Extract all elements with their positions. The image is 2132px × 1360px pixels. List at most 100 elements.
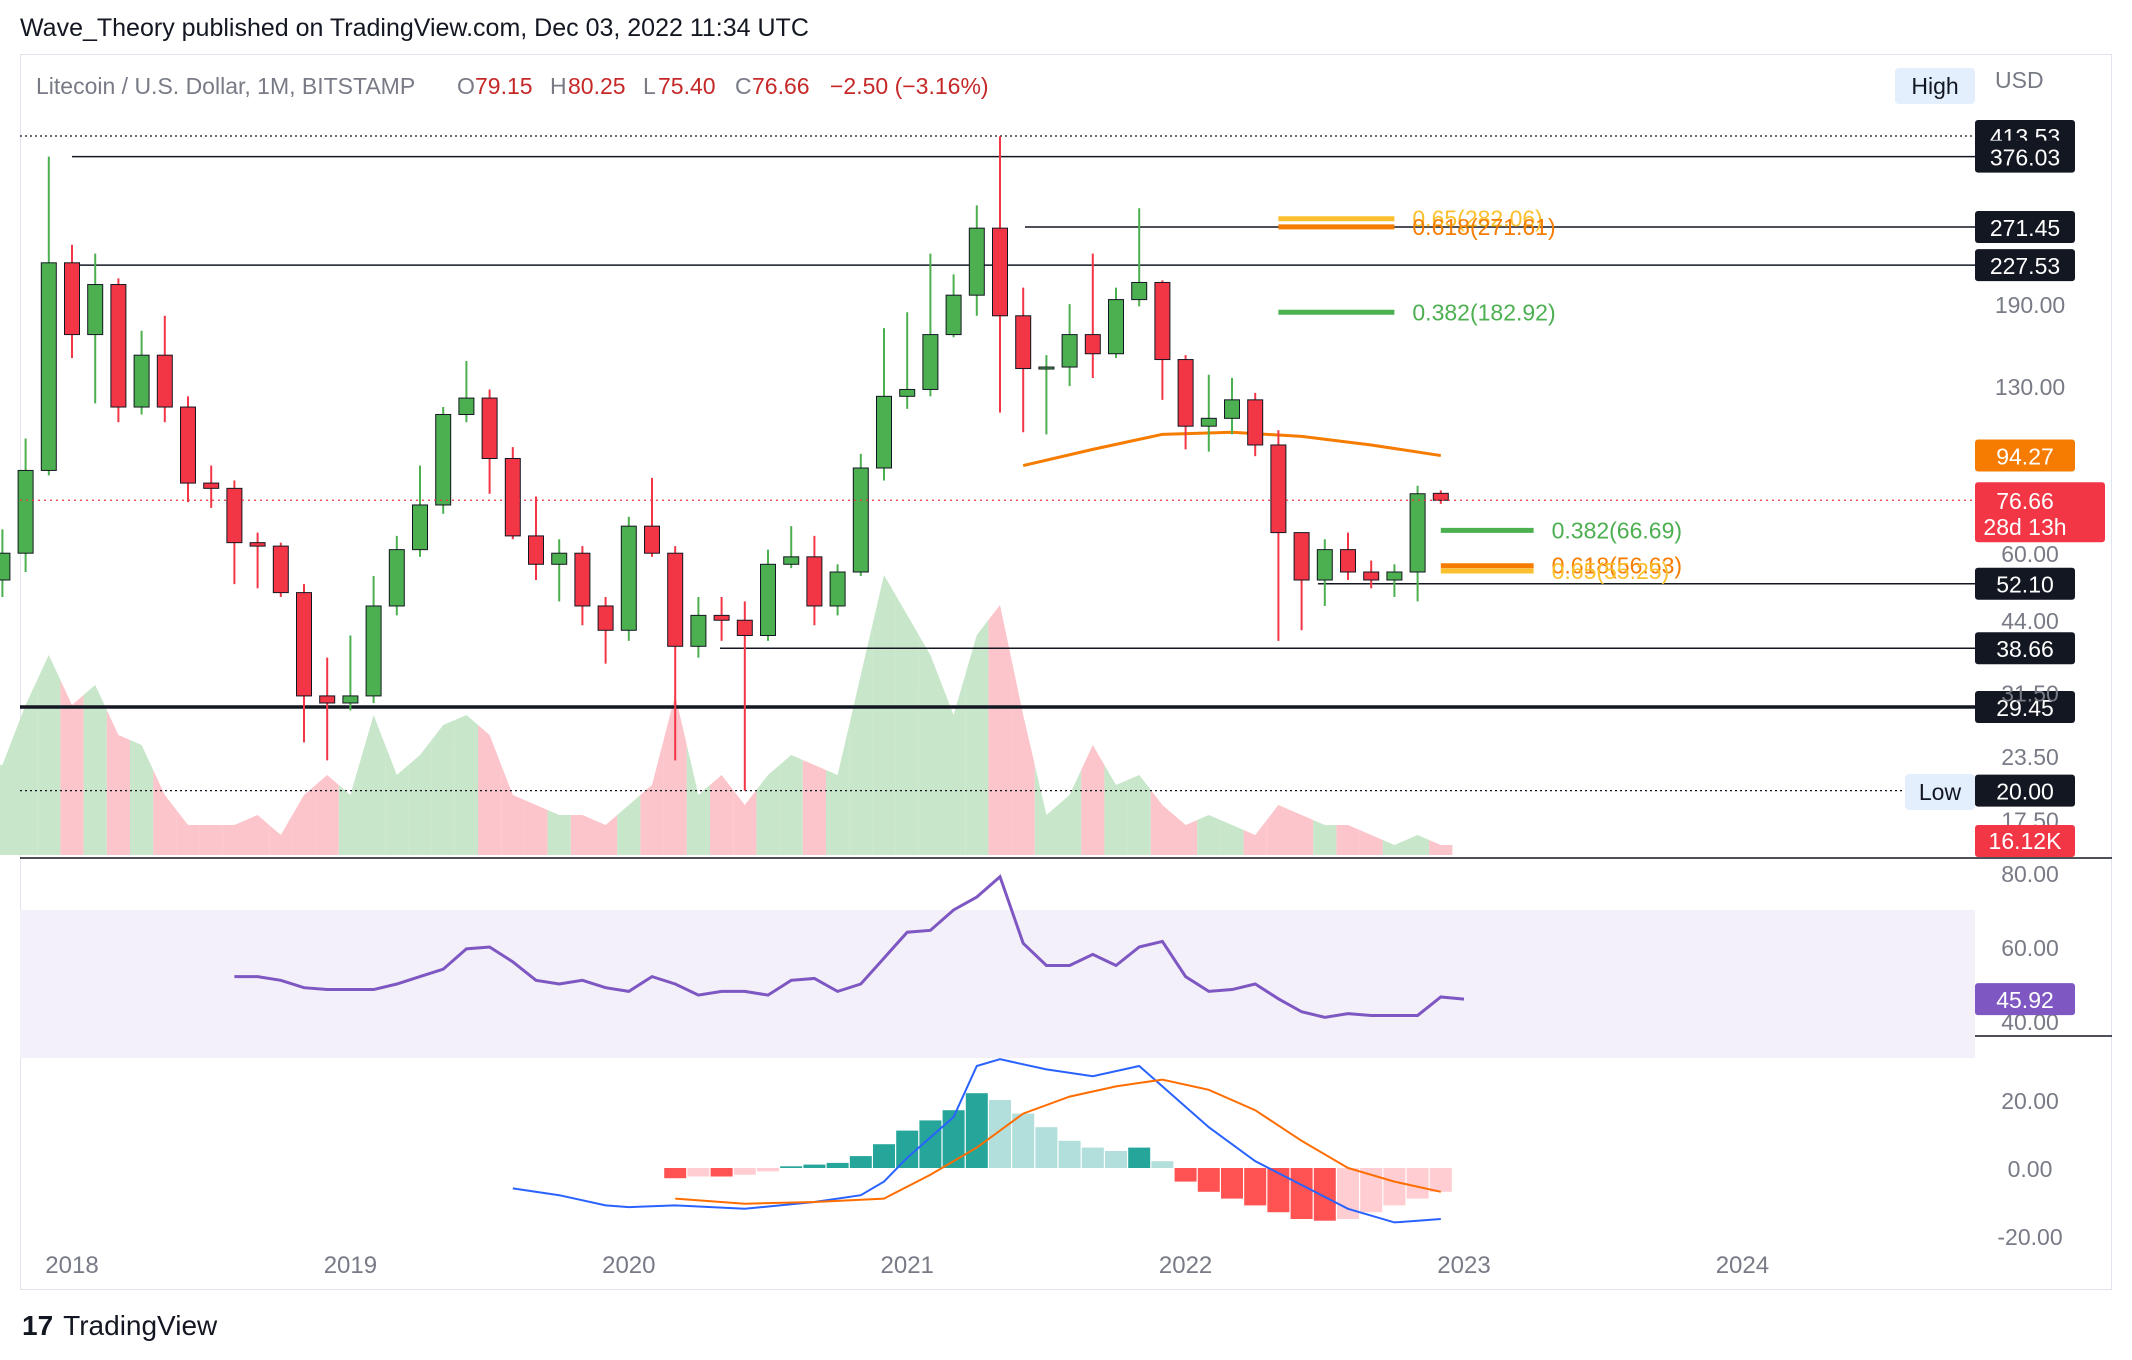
price-tag-text: 227.53: [1990, 253, 2060, 279]
candle[interactable]: [1200, 374, 1217, 452]
candle[interactable]: [1363, 560, 1380, 589]
candle[interactable]: [435, 407, 452, 514]
candle[interactable]: [296, 584, 312, 743]
candle[interactable]: [319, 657, 336, 761]
candle[interactable]: [1224, 377, 1240, 435]
volume-segment: [385, 745, 409, 855]
volume-segment: [222, 820, 246, 855]
volume-segment: [106, 710, 130, 855]
volume-segment: [431, 720, 455, 855]
candle[interactable]: [249, 532, 266, 589]
candle[interactable]: [40, 156, 57, 476]
candle-body: [1084, 334, 1101, 355]
chart-canvas[interactable]: 0.65(282.06)0.618(271.61) 0.382(182.92) 0.…: [0, 0, 2132, 1300]
macd-histogram-bar: [1429, 1168, 1452, 1192]
candle[interactable]: [0, 529, 11, 597]
candle[interactable]: [968, 205, 985, 316]
candle[interactable]: [597, 596, 614, 664]
volume-segment: [686, 745, 710, 855]
candle[interactable]: [876, 328, 892, 481]
candle[interactable]: [667, 546, 684, 761]
candle-body: [852, 467, 869, 573]
macd-histogram-bar: [896, 1130, 919, 1168]
candle[interactable]: [1108, 287, 1124, 359]
candle-body: [342, 695, 359, 704]
candle[interactable]: [690, 596, 707, 658]
candle[interactable]: [365, 575, 382, 704]
price-axis-tick: 44.00: [2001, 608, 2059, 634]
volume-segment: [315, 775, 339, 855]
legend-l-value: 75.40: [658, 73, 716, 99]
candle[interactable]: [783, 526, 800, 569]
rsi-tag-text: 45.92: [1996, 987, 2054, 1013]
candle[interactable]: [1247, 392, 1264, 457]
candle[interactable]: [203, 465, 220, 508]
candle[interactable]: [133, 330, 150, 415]
candle[interactable]: [1131, 208, 1148, 307]
currency-label[interactable]: USD: [1995, 67, 2044, 93]
candle[interactable]: [1432, 490, 1449, 504]
candle[interactable]: [1154, 280, 1171, 400]
candle[interactable]: [644, 477, 660, 557]
macd-histogram-bar: [710, 1168, 733, 1177]
candle[interactable]: [388, 535, 405, 616]
candle[interactable]: [551, 539, 568, 602]
price-tag-20.00: 20.00: [1975, 774, 2075, 807]
price-axis-tick: 130.00: [1995, 374, 2065, 400]
candle[interactable]: [806, 535, 823, 626]
candle[interactable]: [922, 253, 939, 397]
candle-body: [87, 284, 104, 336]
candle-body: [64, 262, 80, 336]
candle[interactable]: [342, 635, 359, 711]
price-axis-tick: 190.00: [1995, 292, 2065, 318]
candle[interactable]: [899, 312, 916, 409]
candle[interactable]: [481, 389, 498, 494]
candle-body: [736, 619, 753, 636]
candle[interactable]: [1038, 355, 1055, 435]
candle[interactable]: [17, 438, 34, 573]
candle[interactable]: [1340, 532, 1356, 581]
candle[interactable]: [574, 546, 591, 626]
candle[interactable]: [852, 453, 869, 576]
candle[interactable]: [1177, 355, 1194, 450]
candle[interactable]: [1386, 564, 1403, 597]
macd-histogram-bar: [1105, 1151, 1127, 1168]
candle[interactable]: [829, 564, 846, 616]
price-tag-29.45: 29.45: [1975, 691, 2075, 723]
candle-body: [528, 535, 544, 565]
candle[interactable]: [110, 278, 127, 423]
macd-histogram-bar: [965, 1093, 988, 1168]
candle[interactable]: [412, 465, 428, 557]
candle[interactable]: [180, 396, 196, 503]
candle[interactable]: [1293, 532, 1310, 631]
candle[interactable]: [736, 601, 753, 791]
candle[interactable]: [458, 361, 475, 423]
macd-histogram-bar: [1267, 1168, 1290, 1213]
volume-segment: [338, 755, 362, 855]
candle[interactable]: [156, 315, 173, 423]
candle[interactable]: [1316, 539, 1333, 606]
candle[interactable]: [1270, 430, 1287, 641]
candle[interactable]: [620, 516, 637, 641]
candle[interactable]: [1061, 304, 1078, 387]
candle[interactable]: [226, 480, 243, 585]
candle[interactable]: [992, 136, 1008, 413]
candle[interactable]: [1084, 253, 1101, 378]
candle[interactable]: [1015, 287, 1032, 433]
candle[interactable]: [272, 542, 289, 597]
volume-segment: [1081, 745, 1105, 855]
candle[interactable]: [87, 253, 104, 404]
rsi-line: [234, 874, 1465, 1019]
candle[interactable]: [64, 244, 80, 359]
candle[interactable]: [945, 274, 962, 338]
price-axis-tick: 31.50: [2001, 680, 2059, 706]
macd-histogram-bar: [1406, 1168, 1429, 1199]
candle[interactable]: [760, 549, 776, 641]
tradingview-logo[interactable]: 17 TradingView: [22, 1310, 217, 1342]
candle[interactable]: [528, 496, 544, 581]
macd-histogram-bar: [1360, 1168, 1383, 1213]
volume-segment: [1429, 840, 1453, 855]
candle[interactable]: [1409, 485, 1426, 602]
candle[interactable]: [504, 447, 521, 540]
candle[interactable]: [713, 596, 730, 641]
